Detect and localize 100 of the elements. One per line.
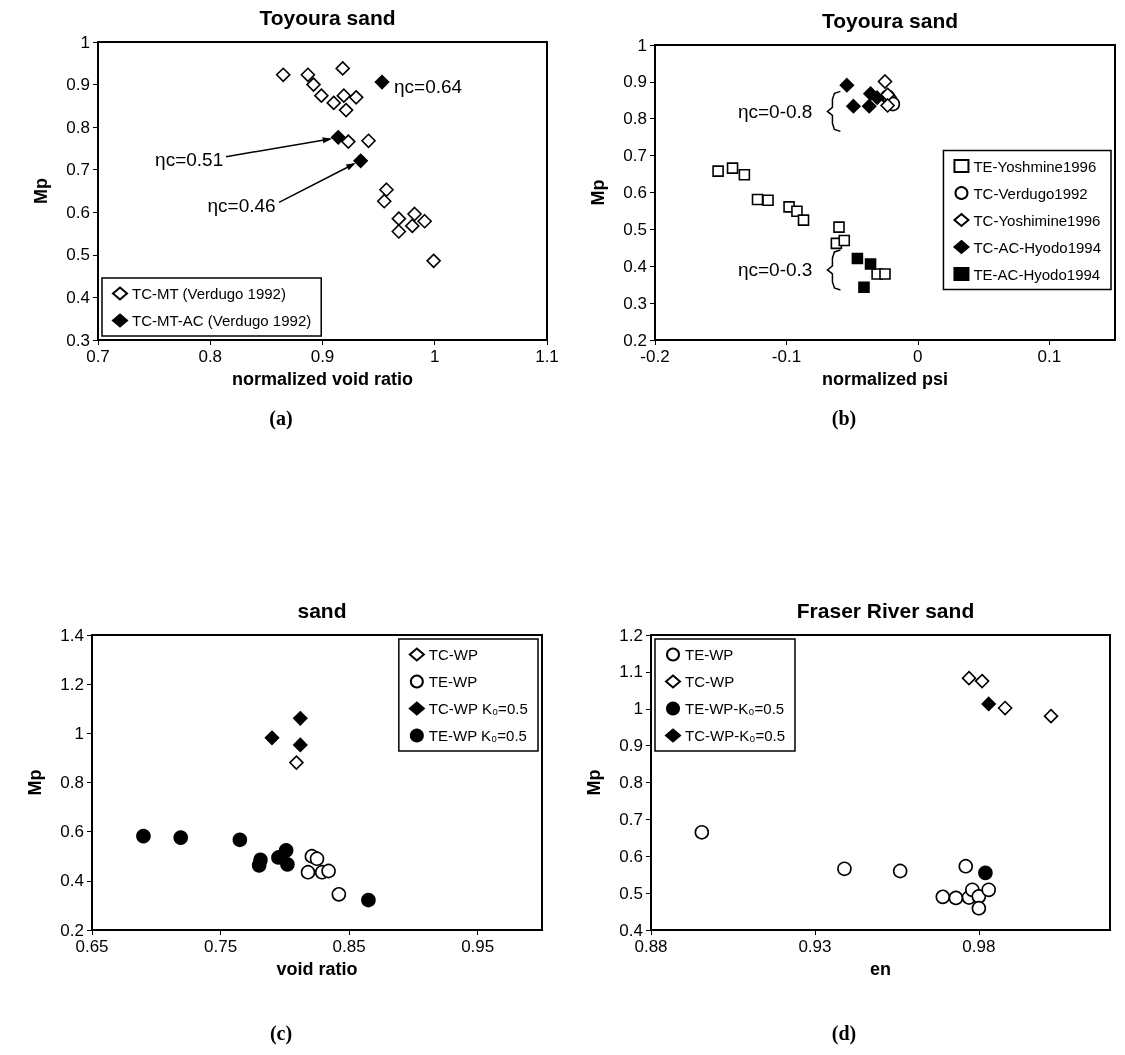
point <box>961 670 977 686</box>
legend-label: TC-Yoshimine1996 <box>973 211 1101 229</box>
y-tick-label: 1 <box>74 723 84 743</box>
point <box>861 98 877 114</box>
y-tick-label: 0.8 <box>623 109 647 129</box>
x-axis-title: en <box>869 959 892 979</box>
point <box>839 77 855 93</box>
chart-title: Fraser River sand <box>796 599 975 622</box>
point <box>379 182 394 198</box>
y-tick-label: 1 <box>637 35 647 55</box>
point <box>391 224 407 239</box>
y-tick-label: 1.4 <box>60 625 84 645</box>
y-tick-label: 0.5 <box>619 883 643 903</box>
y-tick-label: 0.4 <box>66 287 90 307</box>
point <box>278 843 294 858</box>
x-tick-label: 0.88 <box>634 937 668 956</box>
point <box>958 858 974 874</box>
annotation: ηc=0-0.8 <box>737 100 813 122</box>
x-axis-title: normalized psi <box>821 369 949 389</box>
legend-label: TC-WP <box>685 673 735 690</box>
point <box>837 861 852 877</box>
point <box>978 865 993 881</box>
point <box>948 890 964 906</box>
point <box>864 258 877 270</box>
y-tick-label: 0.9 <box>623 72 647 92</box>
x-tick-label: -0.2 <box>640 347 670 366</box>
point <box>833 221 845 233</box>
annotation: ηc=0.46 <box>207 195 276 217</box>
point <box>251 858 267 873</box>
x-tick-label: 1 <box>430 347 440 366</box>
x-axis-title: normalized void ratio <box>231 369 414 389</box>
annotation: ηc=0-0.3 <box>737 259 813 281</box>
point <box>353 153 368 169</box>
chart-title: Toyoura sand <box>821 9 959 32</box>
y-tick-label: 0.6 <box>66 202 90 222</box>
x-tick-label: 0 <box>913 347 923 366</box>
point <box>997 700 1013 716</box>
x-tick-label: 0.75 <box>204 937 238 956</box>
point <box>797 214 810 226</box>
point <box>738 169 751 181</box>
y-tick-label: 0.6 <box>623 183 647 202</box>
y-tick-label: 0.2 <box>60 920 84 940</box>
y-tick-label: 0.9 <box>66 75 90 95</box>
text: (b) <box>831 407 857 430</box>
point <box>376 193 392 209</box>
point <box>306 77 321 92</box>
legend-label: TC-WP K₀=0.5 <box>428 700 528 717</box>
point <box>417 213 432 229</box>
y-tick-label: 0.8 <box>619 773 643 792</box>
y-tick-label: 0.2 <box>623 330 647 350</box>
point <box>981 882 996 898</box>
point <box>289 755 304 770</box>
annotation: ηc=0.51 <box>155 148 224 170</box>
y-tick-label: 0.8 <box>66 117 90 137</box>
y-tick-label: 0.4 <box>60 871 84 891</box>
point <box>426 253 441 269</box>
y-tick-label: 0.6 <box>60 822 84 842</box>
y-axis-title: Mp <box>31 178 51 204</box>
point <box>892 863 908 879</box>
legend-label: TE-WP <box>685 646 734 663</box>
y-tick-label: 0.3 <box>66 330 90 350</box>
point <box>300 67 316 83</box>
legend-label: TE-AC-Hyodo1994 <box>973 265 1101 283</box>
legend-label: TE-WP K₀=0.5 <box>428 727 527 744</box>
point <box>348 90 364 105</box>
legend-label: TE-WP <box>428 673 478 690</box>
y-tick-label: 0.6 <box>619 846 643 866</box>
point <box>280 857 295 872</box>
point <box>326 95 342 111</box>
point <box>292 737 308 753</box>
chart-title: sand <box>297 599 347 622</box>
point <box>374 74 390 90</box>
y-tick-label: 1 <box>633 699 643 719</box>
point <box>981 696 996 712</box>
y-tick-label: 0.5 <box>623 219 647 239</box>
legend-label: TC-AC-Hyodo1994 <box>973 238 1102 256</box>
point <box>858 281 870 294</box>
point <box>846 98 861 114</box>
y-tick-label: 0.7 <box>619 809 643 829</box>
legend-label: TC-WP-K₀=0.5 <box>685 727 785 744</box>
x-axis-title: void ratio <box>276 959 358 979</box>
legend-label: TE-WP-K₀=0.5 <box>685 700 785 717</box>
y-tick-label: 1.2 <box>60 674 84 694</box>
point <box>694 824 710 840</box>
legend-label: TC-MT (Verdugo 1992) <box>132 285 286 302</box>
y-axis-title: Mp <box>584 769 604 796</box>
x-tick-label: 0.85 <box>332 937 366 956</box>
x-tick-label: 1.1 <box>535 347 559 366</box>
x-tick-label: 0.95 <box>461 937 495 956</box>
legend-label: TE-Yoshmine1996 <box>973 157 1097 175</box>
point <box>712 165 724 177</box>
point <box>335 61 350 76</box>
text: (c) <box>269 1022 293 1045</box>
y-tick-label: 0.3 <box>623 293 647 313</box>
point <box>405 218 420 234</box>
point <box>275 67 291 83</box>
point <box>851 252 864 265</box>
annotation: ηc=0.64 <box>393 75 463 97</box>
point <box>935 889 951 905</box>
y-tick-label: 0.9 <box>619 736 643 756</box>
